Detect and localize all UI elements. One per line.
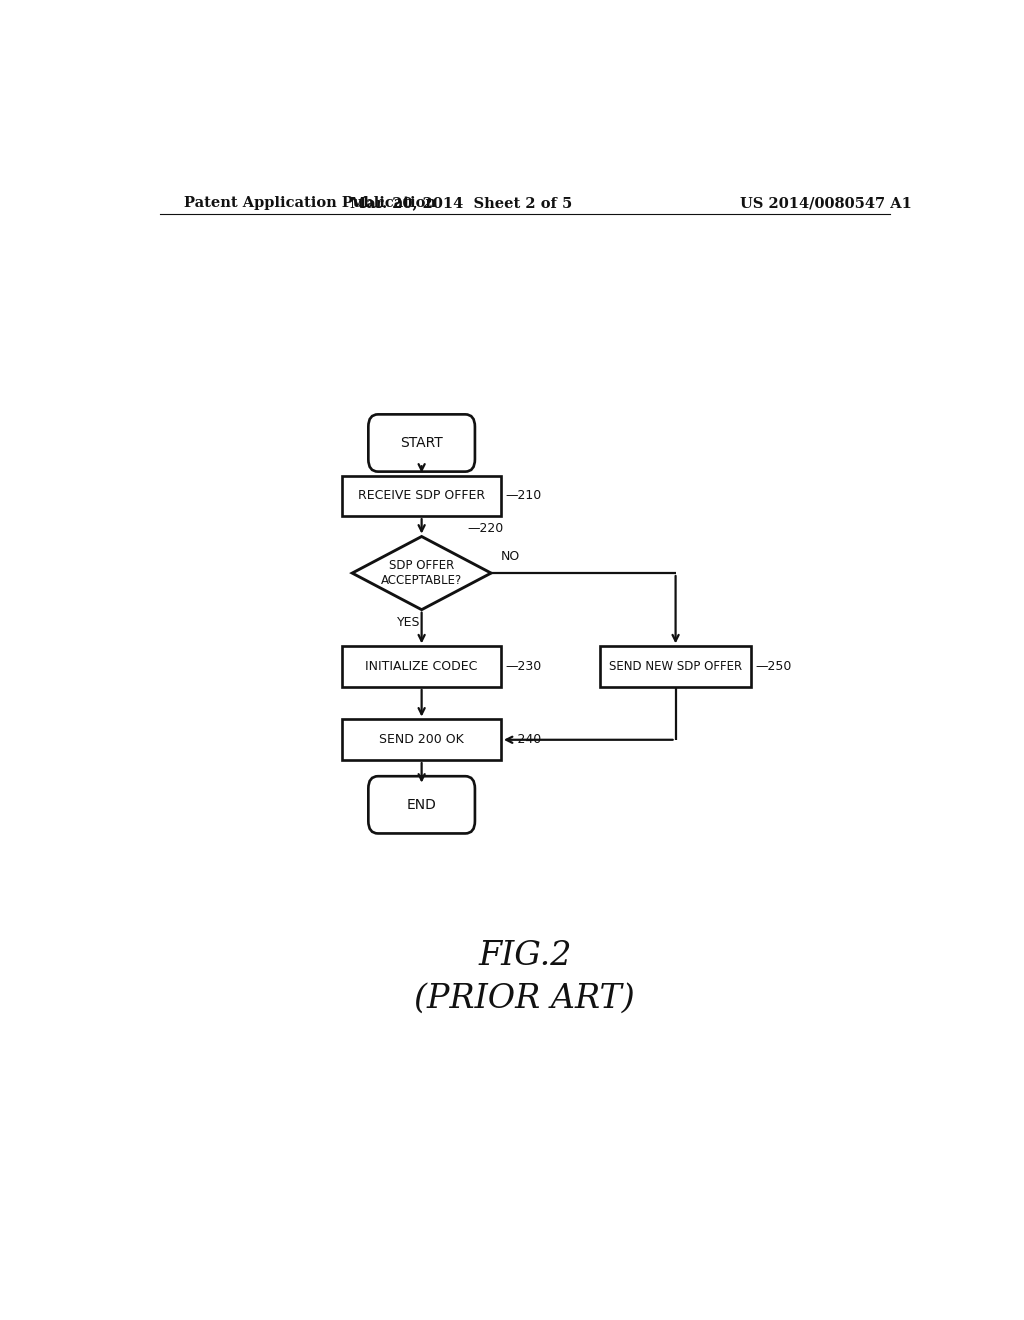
Text: —240: —240 [505,734,542,746]
Text: SDP OFFER
ACCEPTABLE?: SDP OFFER ACCEPTABLE? [381,560,462,587]
Text: —230: —230 [505,660,542,673]
Bar [342,719,501,760]
Text: US 2014/0080547 A1: US 2014/0080547 A1 [740,197,912,210]
Text: SEND NEW SDP OFFER: SEND NEW SDP OFFER [609,660,742,673]
Text: —250: —250 [755,660,792,673]
Text: NO: NO [501,550,520,562]
Text: Patent Application Publication: Patent Application Publication [183,197,435,210]
FancyBboxPatch shape [369,414,475,471]
Text: Mar. 20, 2014  Sheet 2 of 5: Mar. 20, 2014 Sheet 2 of 5 [350,197,572,210]
Text: —210: —210 [505,490,542,503]
Bar [342,647,501,686]
Text: —220: —220 [467,521,504,535]
Bar [600,647,751,686]
Text: INITIALIZE CODEC: INITIALIZE CODEC [366,660,478,673]
Bar [342,475,501,516]
Text: START: START [400,436,443,450]
Polygon shape [352,536,492,610]
Text: (PRIOR ART): (PRIOR ART) [415,983,635,1015]
Text: SEND 200 OK: SEND 200 OK [379,734,464,746]
Text: YES: YES [397,616,421,628]
FancyBboxPatch shape [369,776,475,833]
Text: FIG.2: FIG.2 [478,940,571,973]
Text: RECEIVE SDP OFFER: RECEIVE SDP OFFER [358,490,485,503]
Text: END: END [407,797,436,812]
